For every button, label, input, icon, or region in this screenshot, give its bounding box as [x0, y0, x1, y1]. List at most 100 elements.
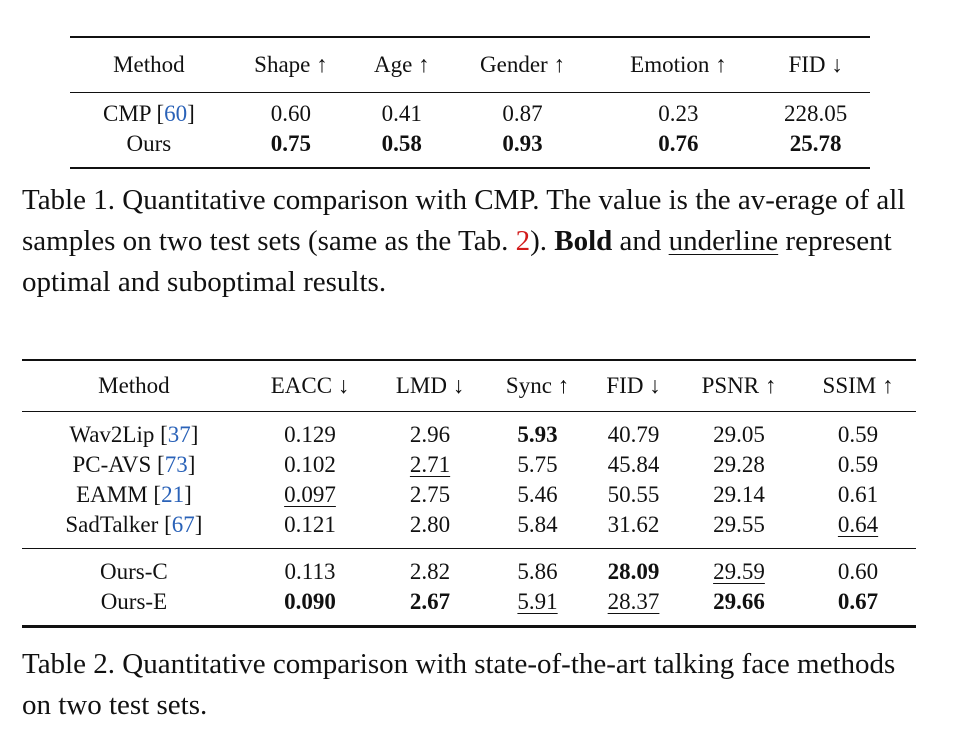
citation[interactable]: [67] — [164, 512, 203, 537]
table-cell: 2.75 — [409, 482, 451, 507]
table-1-caption: Table 1. Quantitative comparison with CM… — [22, 180, 922, 303]
method-name: SadTalker — [65, 512, 159, 537]
table-cell: 31.62 — [589, 510, 678, 549]
t2-col-method: Method — [22, 360, 246, 412]
best-value: 0.76 — [658, 131, 699, 156]
second-best-value: 28.37 — [607, 589, 660, 614]
t1-col-age: Age ↑ — [354, 37, 450, 93]
best-value: 29.66 — [713, 589, 765, 614]
table-cell: 0.60 — [837, 559, 879, 584]
table-1-header-row: Method Shape ↑ Age ↑ Gender ↑ Emotion ↑ … — [70, 37, 870, 93]
caption-text: ). — [530, 225, 547, 257]
best-value: 2.67 — [409, 589, 451, 614]
table-1: Method Shape ↑ Age ↑ Gender ↑ Emotion ↑ … — [70, 36, 870, 169]
table-cell: 25.78 — [761, 129, 870, 168]
best-value: 0.090 — [284, 589, 336, 614]
table-row: PC-AVS [73] 0.102 2.71 5.75 45.84 29.28 … — [22, 450, 916, 480]
best-value: 0.58 — [381, 131, 422, 156]
table-row: Ours-C 0.113 2.82 5.86 28.09 29.59 0.60 — [22, 549, 916, 588]
citation-number: 60 — [164, 101, 188, 126]
table-cell: 29.14 — [713, 482, 765, 507]
table-cell: 0.93 — [450, 129, 596, 168]
best-value: 0.67 — [837, 589, 879, 614]
method-cell: Ours — [126, 131, 172, 156]
table-2: Method EACC ↓ LMD ↓ Sync ↑ FID ↓ PSNR ↑ … — [22, 359, 916, 628]
t2-col-sync: Sync ↑ — [485, 360, 590, 412]
table-row: Wav2Lip [37] 0.129 2.96 5.93 40.79 29.05… — [22, 412, 916, 451]
table-cell: 0.59 — [837, 422, 879, 447]
t1-col-emotion: Emotion ↑ — [595, 37, 762, 93]
table-cell: 0.41 — [381, 101, 422, 126]
best-value: 25.78 — [789, 131, 842, 156]
method-name: Wav2Lip — [69, 422, 155, 447]
caption-label: Table 2. — [22, 648, 115, 680]
table-row: Ours 0.75 0.58 0.93 0.76 25.78 — [70, 129, 870, 168]
table-cell: 29.55 — [677, 510, 801, 549]
citation[interactable]: [60] — [156, 101, 195, 126]
table-row: SadTalker [67] 0.121 2.80 5.84 31.62 29.… — [22, 510, 916, 549]
table-cell: 228.05 — [784, 101, 848, 126]
citation-number: 73 — [164, 452, 188, 477]
citation[interactable]: [73] — [157, 452, 196, 477]
citation[interactable]: [21] — [153, 482, 192, 507]
best-value: 0.93 — [502, 131, 543, 156]
table-cell: 5.86 — [517, 559, 558, 584]
method-cell: CMP [60] — [70, 93, 228, 130]
second-best-value: 0.097 — [284, 482, 336, 507]
second-best-value: 2.71 — [409, 452, 451, 477]
citation[interactable]: [37] — [160, 422, 199, 447]
table-cell: 50.55 — [607, 482, 660, 507]
table-cell: 5.75 — [517, 452, 558, 477]
table-cell: 2.67 — [374, 587, 486, 627]
table-row: Ours-E 0.090 2.67 5.91 28.37 29.66 0.67 — [22, 587, 916, 627]
table-cell: 0.129 — [284, 422, 336, 447]
table-cell: 0.64 — [800, 510, 916, 549]
table-reference-link[interactable]: 2 — [515, 225, 531, 257]
second-best-value: 29.59 — [713, 559, 765, 584]
method-cell: SadTalker [67] — [22, 510, 246, 549]
caption-text: and — [619, 225, 662, 257]
table-cell: 29.59 — [678, 549, 800, 588]
method-cell: Ours-E — [100, 589, 168, 614]
second-best-value: 5.91 — [517, 589, 558, 614]
table-cell: 0.60 — [270, 101, 312, 126]
table-cell: 0.87 — [502, 101, 543, 126]
method-cell: Wav2Lip [37] — [22, 412, 246, 451]
caption-text: Quantitative comparison with state-of-th… — [22, 648, 896, 721]
table-cell: 0.61 — [837, 482, 879, 507]
table-cell: 45.84 — [607, 452, 660, 477]
table-row: EAMM [21] 0.097 2.75 5.46 50.55 29.14 0.… — [22, 480, 916, 510]
table-cell: 2.71 — [374, 450, 486, 480]
table-cell: 0.58 — [354, 129, 450, 168]
table-cell: 5.93 — [486, 412, 589, 451]
t1-col-shape: Shape ↑ — [227, 37, 355, 93]
table-cell: 28.09 — [589, 549, 678, 588]
table-cell: 29.05 — [713, 422, 765, 447]
best-value: 5.93 — [517, 422, 558, 447]
citation-number: 37 — [167, 422, 191, 447]
t2-col-ssim: SSIM ↑ — [800, 360, 916, 412]
t2-col-psnr: PSNR ↑ — [677, 360, 801, 412]
t1-col-method: Method — [70, 37, 228, 93]
table-2-header-row: Method EACC ↓ LMD ↓ Sync ↑ FID ↓ PSNR ↑ … — [22, 360, 916, 412]
table-cell: 0.121 — [245, 510, 375, 549]
table-cell: 0.76 — [595, 129, 761, 168]
table-cell: 40.79 — [607, 422, 660, 447]
table-cell: 2.96 — [409, 422, 451, 447]
t2-col-fid: FID ↓ — [589, 360, 678, 412]
table-cell: 0.67 — [800, 587, 916, 627]
table-row: CMP [60] 0.60 0.41 0.87 0.23 228.05 — [70, 93, 870, 130]
caption-label: Table 1. — [22, 184, 115, 216]
table-cell: 5.91 — [486, 587, 589, 627]
t2-col-lmd: LMD ↓ — [374, 360, 486, 412]
method-cell: EAMM [21] — [22, 480, 246, 510]
citation-number: 21 — [161, 482, 185, 507]
t1-col-gender: Gender ↑ — [449, 37, 596, 93]
table-cell: 0.59 — [837, 452, 879, 477]
table-cell: 29.28 — [713, 452, 765, 477]
method-name: CMP — [102, 101, 151, 126]
best-value: 0.75 — [270, 131, 312, 156]
table-cell: 0.102 — [284, 452, 336, 477]
table-2-caption: Table 2. Quantitative comparison with st… — [22, 644, 922, 726]
method-cell: PC-AVS [73] — [22, 450, 246, 480]
